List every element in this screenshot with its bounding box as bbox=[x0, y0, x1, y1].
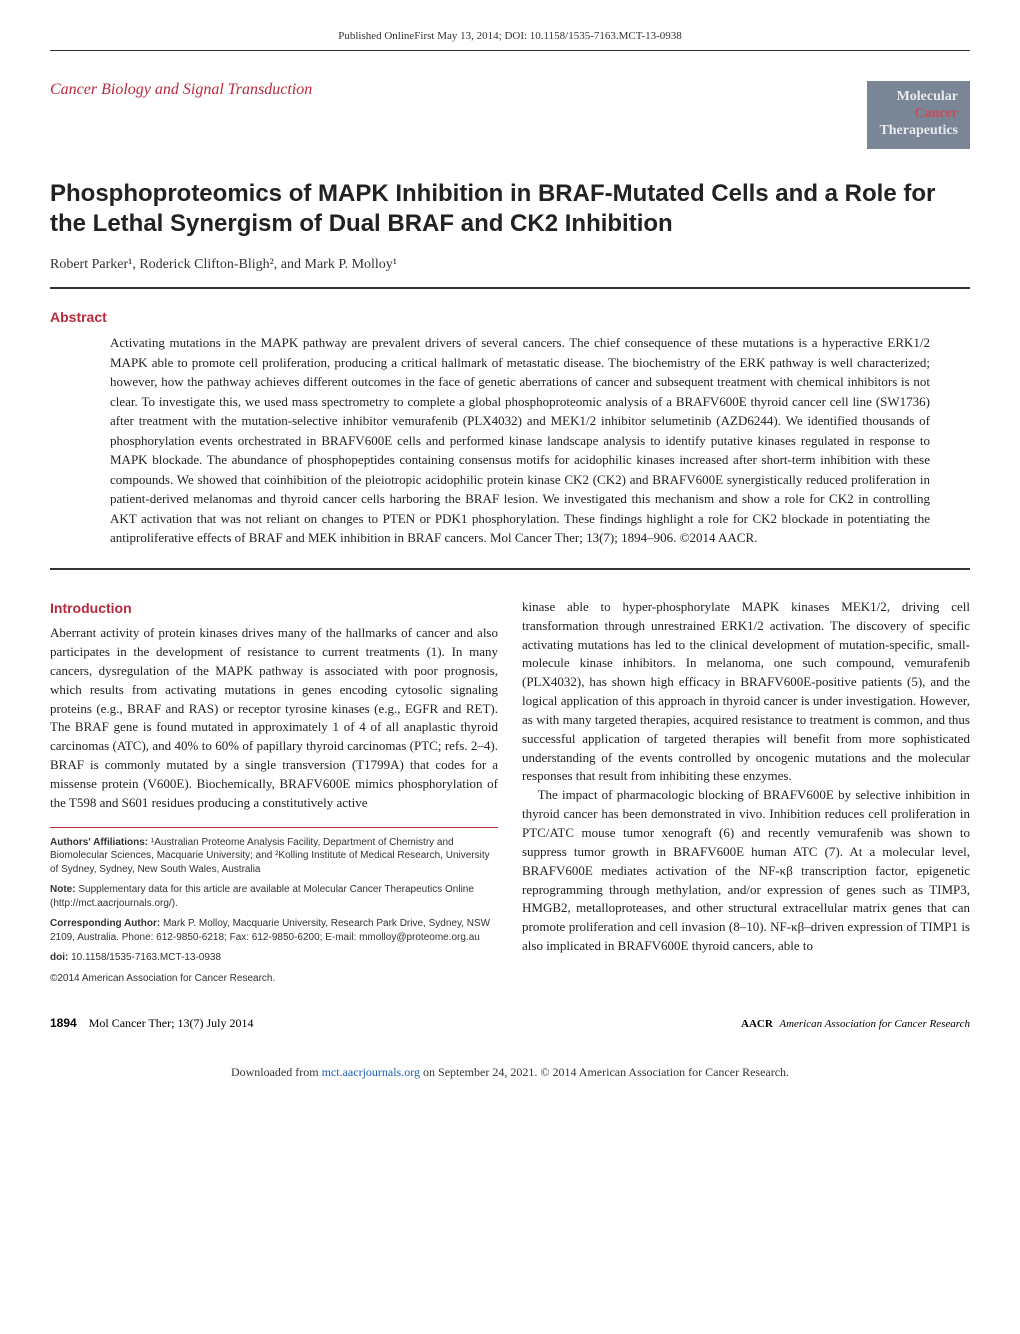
header-row: Cancer Biology and Signal Transduction M… bbox=[50, 81, 970, 149]
doi-label: doi: bbox=[50, 952, 68, 963]
download-prefix: Downloaded from bbox=[231, 1065, 322, 1079]
page-footer: 1894 Mol Cancer Ther; 13(7) July 2014 AA… bbox=[50, 1016, 970, 1031]
left-column: Introduction Aberrant activity of protei… bbox=[50, 598, 498, 992]
section-label: Cancer Biology and Signal Transduction bbox=[50, 81, 312, 99]
footnote-copyright: ©2014 American Association for Cancer Re… bbox=[50, 972, 498, 986]
brand-line-3: Therapeutics bbox=[879, 123, 958, 140]
footnote-affiliations: Authors' Affiliations: ¹Australian Prote… bbox=[50, 836, 498, 877]
right-column: kinase able to hyper-phosphorylate MAPK … bbox=[522, 598, 970, 992]
doi-text: 10.1158/1535-7163.MCT-13-0938 bbox=[68, 952, 221, 963]
page-number: 1894 bbox=[50, 1016, 77, 1030]
footer-left: 1894 Mol Cancer Ther; 13(7) July 2014 bbox=[50, 1016, 253, 1031]
footnotes-block: Authors' Affiliations: ¹Australian Prote… bbox=[50, 827, 498, 986]
rule-under-abstract bbox=[50, 568, 970, 570]
intro-paragraph-left: Aberrant activity of protein kinases dri… bbox=[50, 624, 498, 812]
intro-paragraph-right-2: The impact of pharmacologic blocking of … bbox=[522, 786, 970, 956]
article-title: Phosphoproteomics of MAPK Inhibition in … bbox=[50, 179, 970, 239]
abstract-body: Activating mutations in the MAPK pathway… bbox=[110, 333, 930, 548]
online-first-line: Published OnlineFirst May 13, 2014; DOI:… bbox=[50, 30, 970, 42]
footnote-doi: doi: 10.1158/1535-7163.MCT-13-0938 bbox=[50, 951, 498, 965]
aacr-text: American Association for Cancer Research bbox=[779, 1018, 970, 1030]
rule-under-authors bbox=[50, 287, 970, 289]
note-text: Supplementary data for this article are … bbox=[50, 884, 474, 909]
footnote-corresponding: Corresponding Author: Mark P. Molloy, Ma… bbox=[50, 917, 498, 944]
affiliations-label: Authors' Affiliations: bbox=[50, 837, 148, 848]
footnote-note: Note: Supplementary data for this articl… bbox=[50, 883, 498, 910]
note-label: Note: bbox=[50, 884, 76, 895]
top-rule bbox=[50, 50, 970, 51]
authors-line: Robert Parker¹, Roderick Clifton-Bligh²,… bbox=[50, 257, 970, 273]
journal-citation: Mol Cancer Ther; 13(7) July 2014 bbox=[89, 1016, 254, 1030]
download-suffix: on September 24, 2021. © 2014 American A… bbox=[420, 1065, 789, 1079]
page-container: Published OnlineFirst May 13, 2014; DOI:… bbox=[0, 0, 1020, 1100]
brand-line-2: Cancer bbox=[879, 106, 958, 123]
brand-line-1: Molecular bbox=[879, 89, 958, 106]
introduction-heading: Introduction bbox=[50, 598, 498, 618]
corresponding-label: Corresponding Author: bbox=[50, 918, 160, 929]
abstract-heading: Abstract bbox=[50, 309, 970, 325]
aacr-logo-icon: AACR bbox=[741, 1018, 773, 1030]
footer-right: AACR American Association for Cancer Res… bbox=[741, 1018, 970, 1030]
two-column-body: Introduction Aberrant activity of protei… bbox=[50, 598, 970, 992]
download-link[interactable]: mct.aacrjournals.org bbox=[322, 1065, 420, 1079]
intro-paragraph-right-1: kinase able to hyper-phosphorylate MAPK … bbox=[522, 598, 970, 786]
download-line: Downloaded from mct.aacrjournals.org on … bbox=[50, 1065, 970, 1080]
journal-brand-box: Molecular Cancer Therapeutics bbox=[867, 81, 970, 149]
